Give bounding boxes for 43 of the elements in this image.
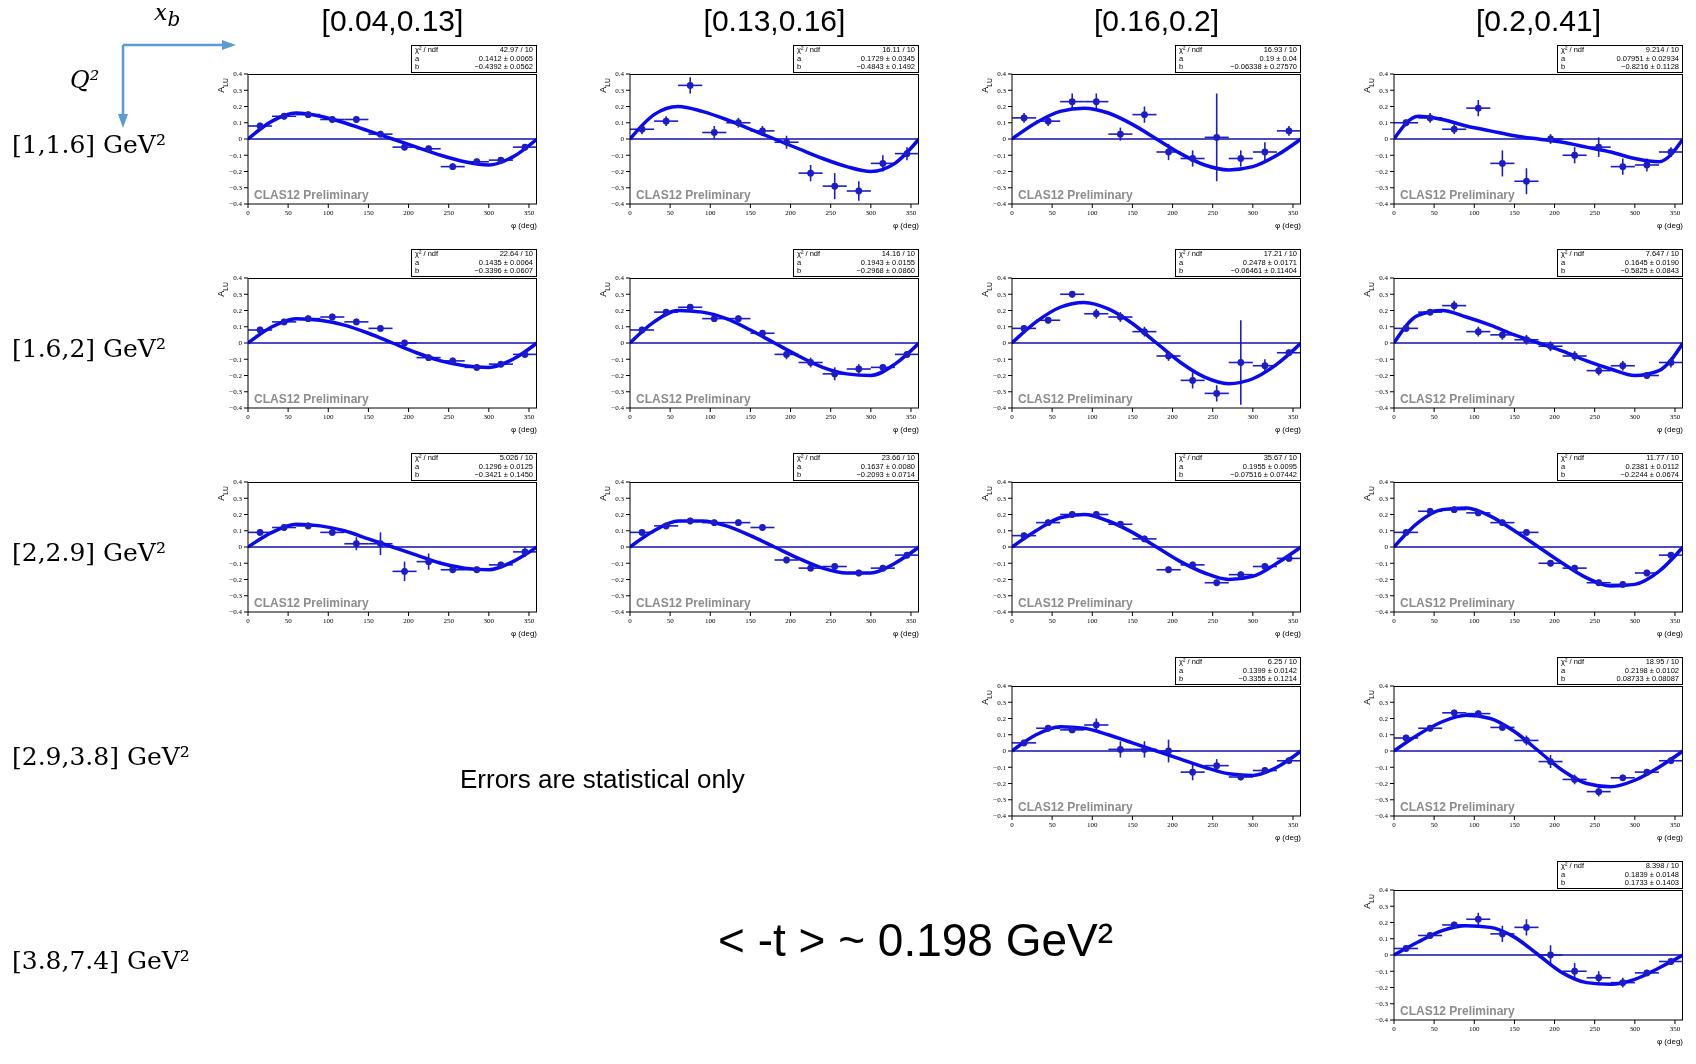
annotation: CLAS12 Preliminary [1018, 800, 1133, 814]
x-axis-title: φ (deg) [1656, 1037, 1684, 1046]
text: x$_{b}$ [154, 7, 181, 31]
x-axis-title: φ (deg) [1274, 221, 1302, 230]
x-axis-title: φ (deg) [1656, 221, 1684, 230]
x-axis-title: φ (deg) [510, 629, 538, 638]
annotation: CLAS12 Preliminary [1400, 800, 1515, 814]
annotation: CLAS12 Preliminary [636, 596, 751, 610]
text: [0.13,0.16] [702, 7, 847, 38]
text: [2,2.9] GeV² [12, 538, 166, 567]
text: Q² [70, 66, 100, 94]
annotation: CLAS12 Preliminary [1018, 596, 1133, 610]
x-axis-title: φ (deg) [1656, 629, 1684, 638]
annotation: CLAS12 Preliminary [1400, 1004, 1515, 1018]
x-axis-title: φ (deg) [510, 425, 538, 434]
annotation: CLAS12 Preliminary [636, 392, 751, 406]
x-axis-title: φ (deg) [1274, 425, 1302, 434]
annotation: CLAS12 Preliminary [1400, 392, 1515, 406]
text: Errors are statistical only [460, 764, 745, 795]
text: [3.8,7.4] GeV² [12, 946, 190, 975]
annotation: CLAS12 Preliminary [254, 392, 369, 406]
x-axis-title: φ (deg) [892, 425, 920, 434]
x-axis-title: φ (deg) [1274, 833, 1302, 842]
annotation: CLAS12 Preliminary [1018, 188, 1133, 202]
text: [2.9,3.8] GeV² [12, 742, 190, 771]
text: < -t > ~ 0.198 GeV² [718, 913, 1114, 967]
annotation: CLAS12 Preliminary [1400, 596, 1515, 610]
annotation: CLAS12 Preliminary [254, 596, 369, 610]
x-axis-title: φ (deg) [1656, 833, 1684, 842]
text: [1,1.6] GeV² [12, 130, 166, 159]
x-axis-title: φ (deg) [892, 629, 920, 638]
annotation: CLAS12 Preliminary [254, 188, 369, 202]
text: [1.6,2] GeV² [12, 334, 166, 363]
text: [0.2,0.41] [1474, 7, 1603, 38]
annotation: CLAS12 Preliminary [1018, 392, 1133, 406]
x-axis-title: φ (deg) [1274, 629, 1302, 638]
x-axis-title: φ (deg) [510, 221, 538, 230]
x-axis-title: φ (deg) [892, 221, 920, 230]
text: [0.04,0.13] [320, 7, 465, 38]
x-axis-title: φ (deg) [1656, 425, 1684, 434]
text: [0.16,0.2] [1092, 7, 1221, 38]
annotation: CLAS12 Preliminary [1400, 188, 1515, 202]
annotation: CLAS12 Preliminary [636, 188, 751, 202]
